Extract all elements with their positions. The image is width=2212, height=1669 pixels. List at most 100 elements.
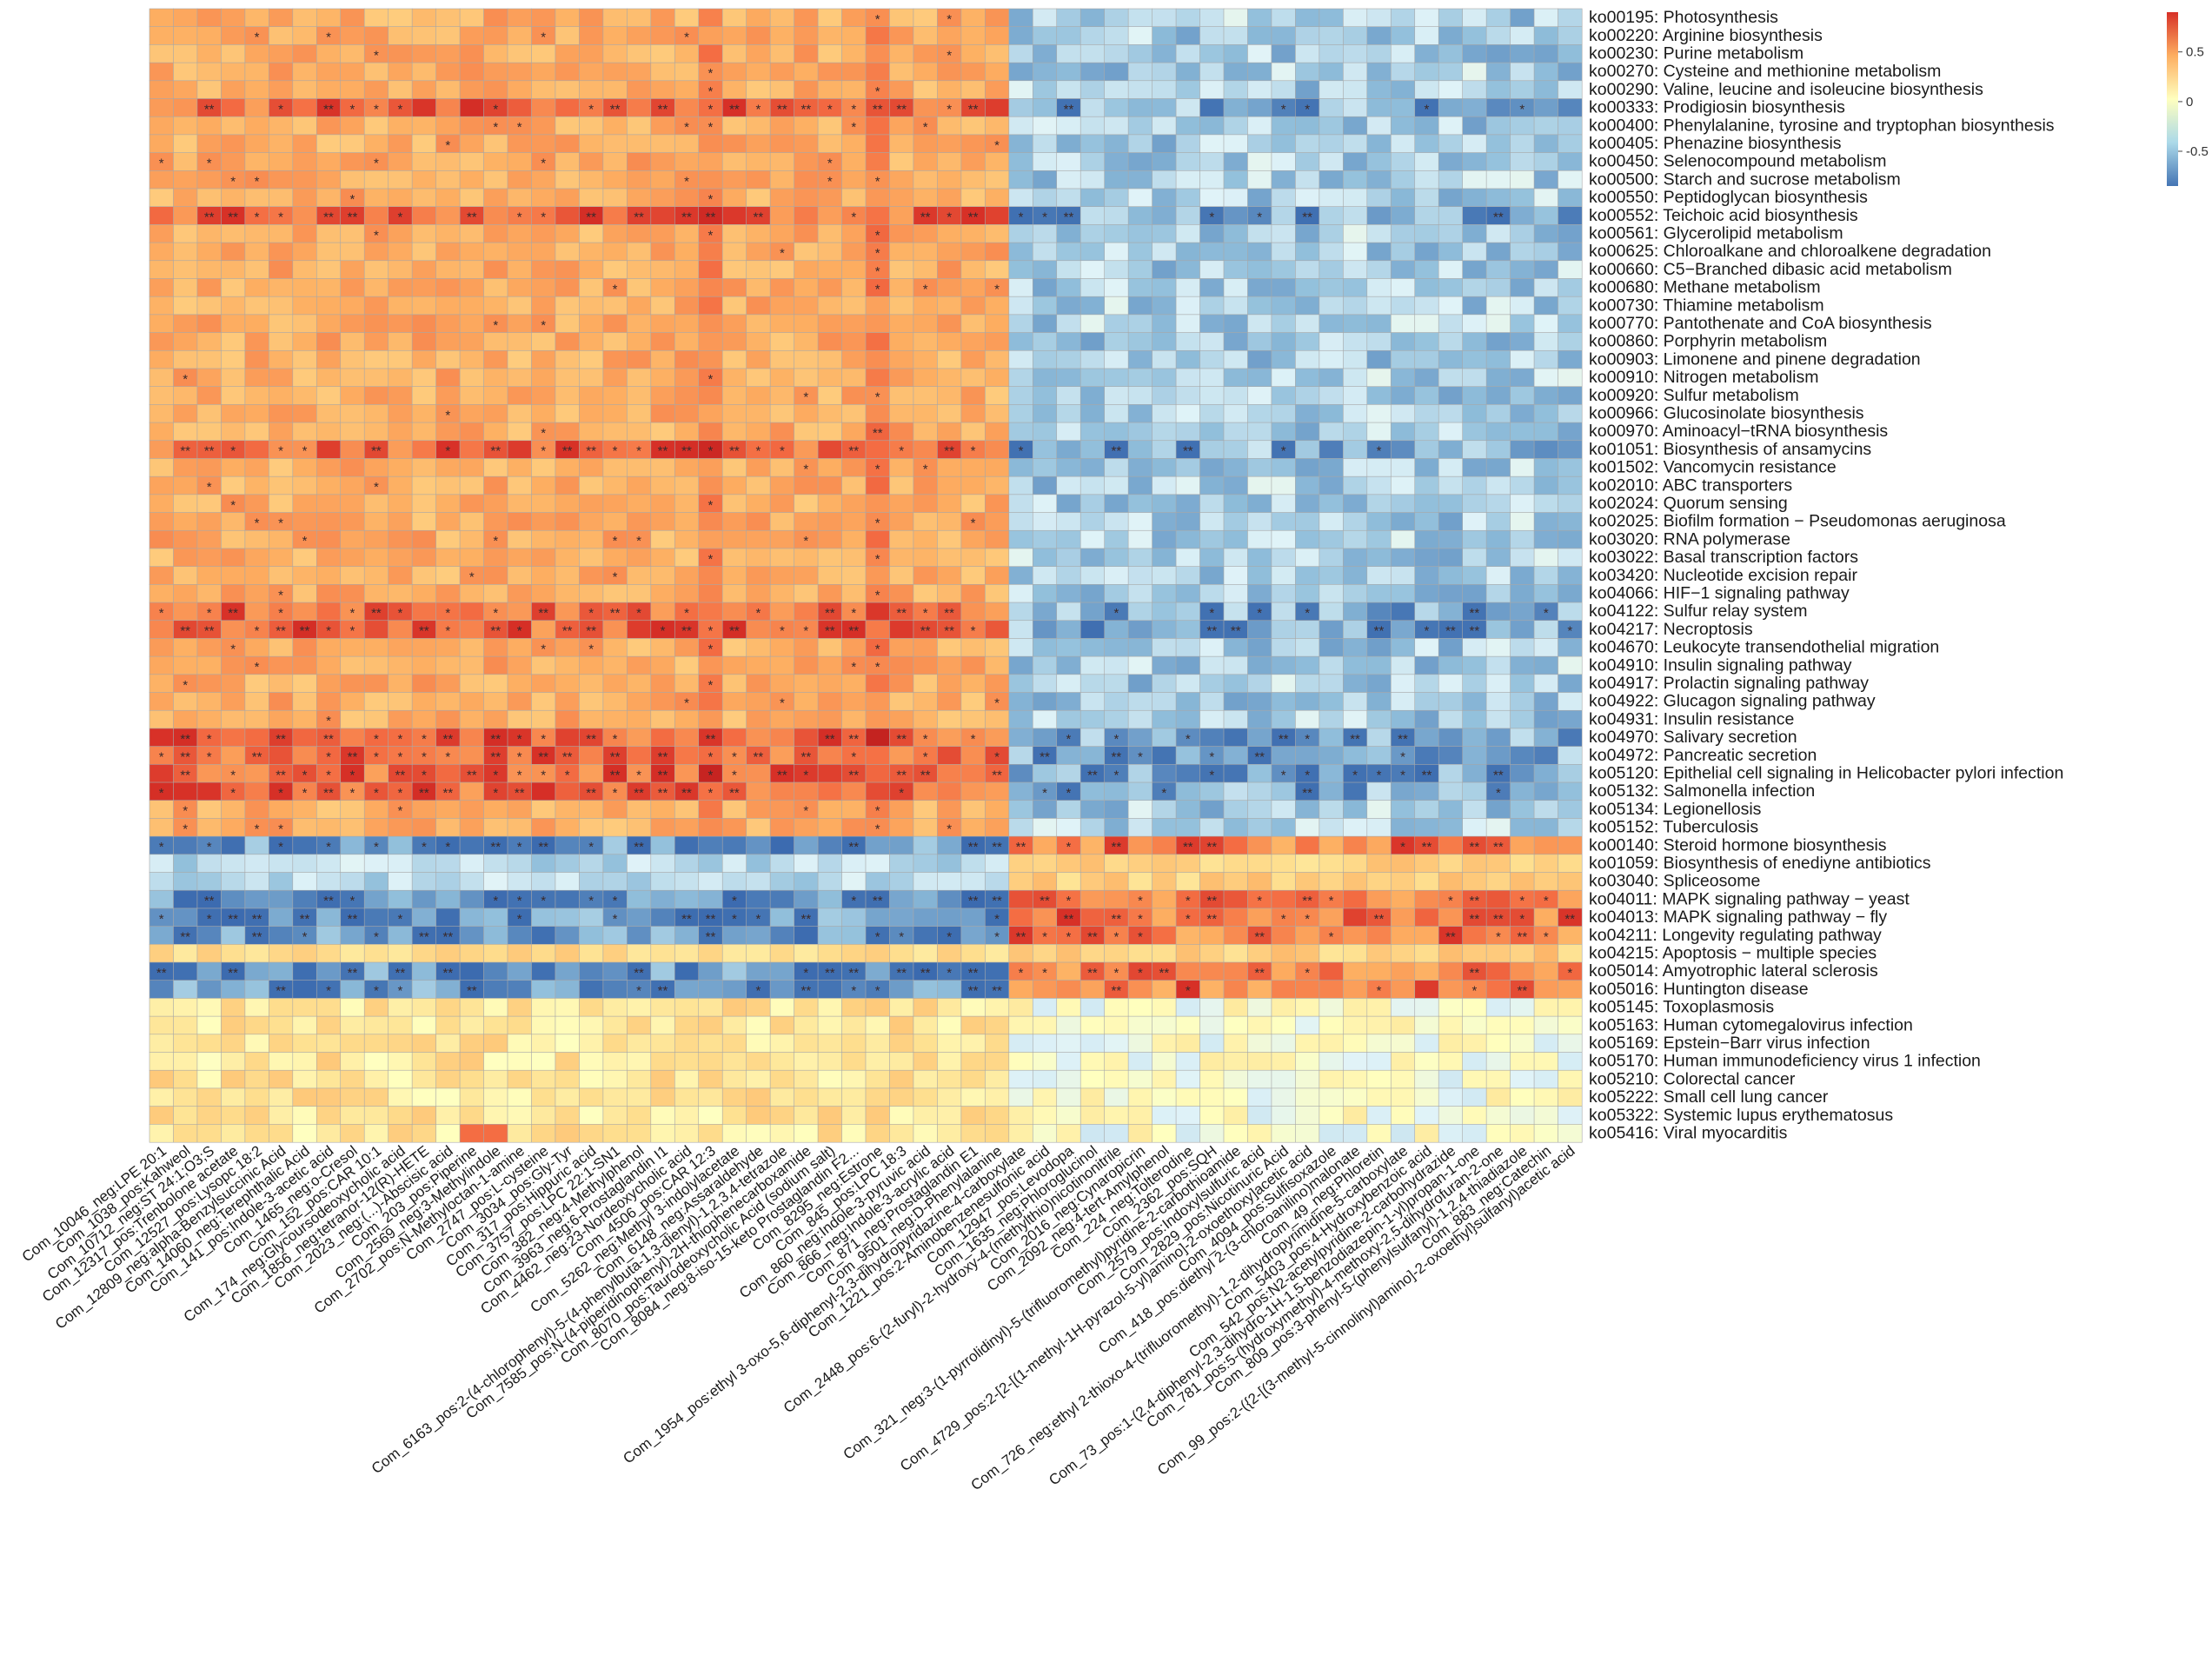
heatmap-cell	[889, 475, 914, 495]
heatmap-cell	[650, 655, 675, 675]
heatmap-cell	[841, 260, 867, 279]
heatmap-cell	[913, 818, 938, 837]
significance-mark: *	[1305, 912, 1310, 927]
heatmap-cell	[1462, 818, 1487, 837]
significance-mark: *	[1544, 894, 1549, 908]
significance-mark: *	[183, 821, 188, 836]
heatmap-cell	[435, 458, 461, 477]
heatmap-cell	[292, 1052, 317, 1071]
heatmap-cell	[1366, 548, 1392, 568]
heatmap-cell	[913, 1087, 938, 1107]
heatmap-cell	[817, 746, 843, 765]
row-label: ko00910: Nitrogen metabolism	[1589, 368, 1818, 387]
heatmap-cell	[1485, 854, 1511, 874]
heatmap-cell	[1366, 278, 1392, 297]
heatmap-cell	[1319, 709, 1344, 729]
heatmap-cell	[746, 961, 771, 981]
significance-mark: *	[755, 444, 761, 459]
heatmap-cell	[1271, 242, 1296, 262]
heatmap-cell	[794, 854, 819, 874]
heatmap-cell	[1175, 188, 1201, 208]
heatmap-cell	[698, 44, 723, 63]
heatmap-cell	[1247, 764, 1272, 783]
heatmap-cell	[435, 475, 461, 495]
heatmap-cell	[960, 314, 986, 334]
heatmap-cell	[1127, 422, 1153, 442]
heatmap-cell	[1485, 242, 1511, 262]
significance-mark: **	[490, 750, 501, 765]
heatmap-cell	[579, 458, 604, 477]
heatmap-cell	[1485, 944, 1511, 963]
heatmap-cell	[316, 872, 342, 891]
heatmap-cell	[1175, 800, 1201, 819]
heatmap-cell	[1127, 368, 1153, 388]
heatmap-cell	[794, 926, 819, 945]
heatmap-cell	[483, 349, 508, 369]
heatmap-cell	[1319, 638, 1344, 657]
heatmap-cell	[817, 566, 843, 585]
heatmap-cell	[913, 494, 938, 514]
heatmap-cell	[363, 872, 389, 891]
heatmap-cell	[1032, 800, 1058, 819]
heatmap-cell	[1199, 566, 1225, 585]
heatmap-cell	[555, 548, 580, 568]
significance-mark: *	[971, 732, 976, 747]
heatmap-cell	[650, 692, 675, 711]
heatmap-cell	[841, 8, 867, 28]
legend-tick-label: -0.5	[2186, 144, 2209, 159]
heatmap-cell	[1271, 1124, 1296, 1143]
heatmap-cell	[1008, 8, 1033, 28]
heatmap-cell	[1438, 709, 1464, 729]
heatmap-cell	[459, 188, 485, 208]
heatmap-cell	[1414, 854, 1439, 874]
heatmap-cell	[1127, 458, 1153, 477]
significance-mark: **	[658, 750, 668, 765]
heatmap-cell	[1390, 458, 1416, 477]
heatmap-cell	[937, 170, 962, 190]
heatmap-cell	[1366, 655, 1392, 675]
heatmap-cell	[507, 475, 532, 495]
heatmap-cell	[1485, 746, 1511, 765]
heatmap-cell	[1462, 674, 1487, 694]
significance-mark: **	[371, 606, 382, 621]
heatmap-cell	[602, 26, 628, 45]
significance-mark: *	[278, 606, 283, 621]
heatmap-cell	[1175, 80, 1201, 99]
heatmap-cell	[698, 944, 723, 963]
heatmap-cell	[149, 728, 174, 748]
heatmap-cell	[221, 404, 246, 423]
significance-mark: *	[493, 786, 498, 801]
significance-mark: **	[1206, 894, 1217, 908]
heatmap-cell	[1414, 134, 1439, 154]
heatmap-cell	[579, 314, 604, 334]
heatmap-cell	[1032, 170, 1058, 190]
heatmap-cell	[221, 332, 246, 351]
heatmap-cell	[769, 512, 795, 531]
heatmap-cell	[627, 296, 652, 316]
heatmap-cell	[459, 529, 485, 549]
heatmap-cell	[483, 674, 508, 694]
significance-mark: *	[994, 750, 1000, 765]
significance-mark: **	[681, 912, 692, 927]
heatmap-cell	[483, 62, 508, 82]
heatmap-cell	[602, 314, 628, 334]
heatmap-cell	[817, 296, 843, 316]
heatmap-cell	[1271, 638, 1296, 657]
heatmap-cell	[292, 512, 317, 531]
heatmap-cell	[841, 566, 867, 585]
heatmap-cell	[1343, 872, 1368, 891]
heatmap-cell	[674, 1052, 700, 1071]
heatmap-cell	[1199, 458, 1225, 477]
heatmap-cell	[1079, 566, 1106, 585]
heatmap-cell	[1533, 1069, 1559, 1089]
heatmap-cell	[1152, 655, 1177, 675]
heatmap-cell	[1485, 44, 1511, 63]
heatmap-cell	[913, 638, 938, 657]
significance-mark: **	[1470, 624, 1480, 639]
heatmap-cell	[817, 1015, 843, 1035]
heatmap-cell	[173, 44, 198, 63]
heatmap-cell	[459, 674, 485, 694]
heatmap-cell	[1175, 512, 1201, 531]
heatmap-cell	[960, 278, 986, 297]
significance-mark: **	[1064, 102, 1074, 116]
